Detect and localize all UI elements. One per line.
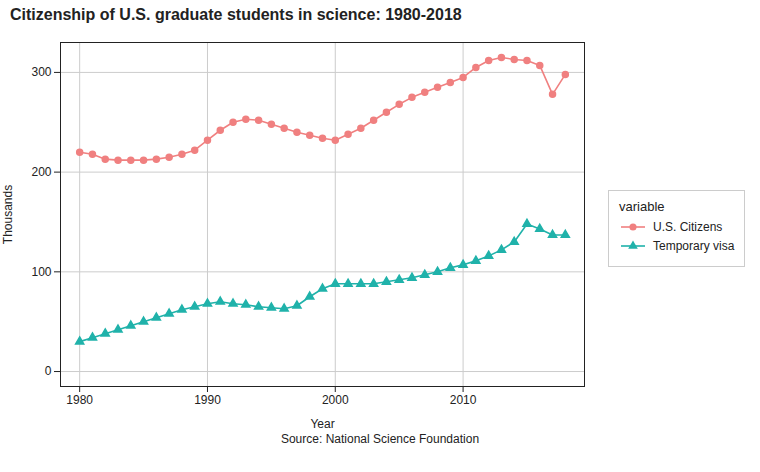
html-text:U.S. Citizens: U.S. Citizens: [653, 219, 723, 234]
html-text:variable: variable: [619, 198, 665, 214]
html-text:Citizenship of U.S. graduate s: Citizenship of U.S. graduate students in…: [10, 6, 462, 23]
svg-text:100: 100: [31, 265, 51, 279]
svg-text:0: 0: [45, 364, 52, 378]
svg-text:1980: 1980: [66, 393, 93, 407]
html-text:Temporary visa: Temporary visa: [653, 238, 735, 253]
svg-text:2000: 2000: [322, 393, 349, 407]
svg-text:300: 300: [31, 65, 51, 79]
svg-text:2010: 2010: [450, 393, 477, 407]
html-text:Source: National Science Found: Source: National Science Foundation: [280, 432, 480, 446]
svg-text:Thousands: Thousands: [1, 185, 15, 244]
svg-text:1990: 1990: [194, 393, 221, 407]
svg-text:Year: Year: [310, 417, 334, 431]
svg-text:200: 200: [31, 165, 51, 179]
